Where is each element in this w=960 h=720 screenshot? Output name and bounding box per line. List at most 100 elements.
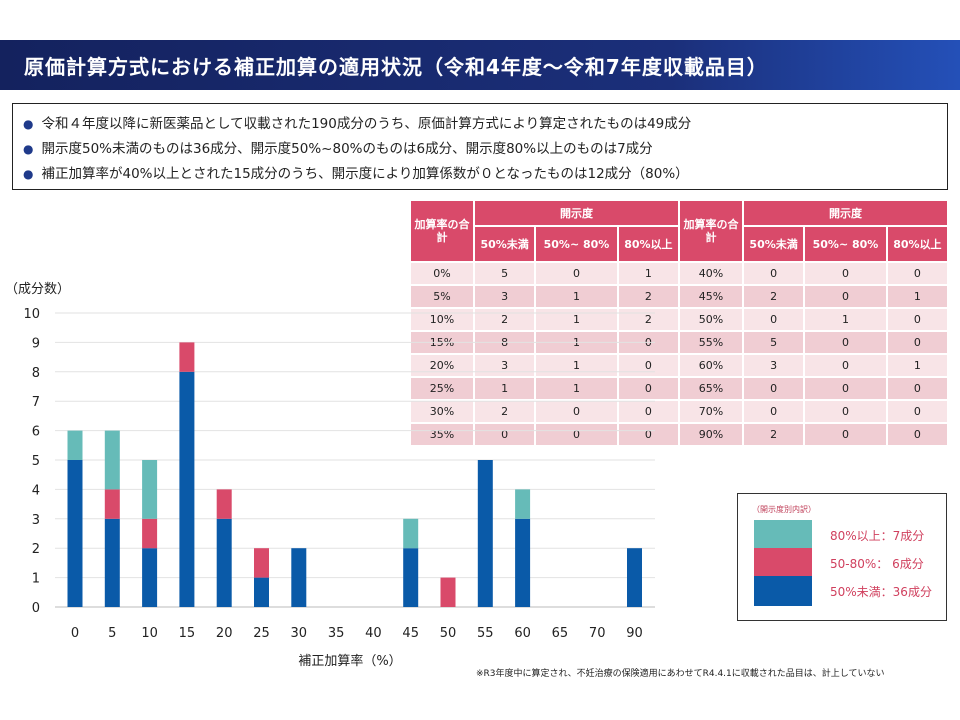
disclosure-header: 開示度 — [475, 201, 678, 225]
x-tick-label: 25 — [253, 626, 270, 641]
bar-segment-mid — [179, 342, 195, 372]
x-tick-label: 50 — [440, 626, 457, 641]
table-row: 35% 0 0 0 90% 2 0 0 — [411, 424, 947, 445]
table-row: 0% 5 0 1 40% 0 0 0 — [411, 263, 947, 284]
summary-box: ● 令和４年度以降に新医薬品として収載された190成分のうち、原価計算方式により算… — [12, 103, 948, 190]
bullet-icon: ● — [23, 142, 34, 156]
y-tick-label: 7 — [32, 395, 40, 410]
bar-segment-high — [515, 489, 531, 519]
bar-segment-low — [142, 548, 158, 607]
summary-item: ● 補正加算率が40%以上とされた15成分のうち、開示度により加算係数が０となった… — [23, 162, 937, 187]
legend: （開示度別内訳） 80%以上：7成分 50-80%： 6成分 50%未満：36成… — [737, 493, 947, 621]
legend-title: （開示度別内訳） — [752, 505, 816, 514]
count-cell: 2 — [743, 286, 804, 307]
y-tick-label: 5 — [32, 454, 40, 469]
rate-cell: 55% — [679, 332, 742, 353]
count-cell: 0 — [475, 424, 535, 445]
bar-segment-high — [67, 430, 83, 460]
count-cell: 0 — [887, 401, 947, 422]
summary-item: ● 開示度50%未満のものは36成分、開示度50%~80%のものは6成分、開示度8… — [23, 137, 937, 162]
subheader: 50%未満 — [475, 227, 535, 261]
rate-cell: 30% — [411, 401, 473, 422]
legend-swatch-high — [754, 520, 812, 548]
bar-segment-high — [104, 430, 120, 490]
count-cell: 0 — [887, 378, 947, 399]
count-cell: 1 — [887, 286, 947, 307]
x-tick-label: 20 — [216, 626, 233, 641]
count-cell: 2 — [618, 309, 678, 330]
x-axis-label: 補正加算率（%） — [298, 653, 401, 669]
rate-cell: 10% — [411, 309, 473, 330]
count-cell: 0 — [887, 263, 947, 284]
count-cell: 0 — [743, 263, 804, 284]
x-tick-label: 55 — [477, 626, 494, 641]
bar-segment-mid — [254, 548, 269, 578]
x-tick-label: 40 — [365, 626, 382, 641]
rate-cell: 65% — [679, 378, 742, 399]
count-cell: 0 — [743, 378, 804, 399]
rate-header: 加算率の合計 — [411, 201, 473, 261]
y-tick-label: 0 — [32, 601, 40, 616]
legend-label-mid: 50-80%： 6成分 — [830, 557, 924, 571]
bar-segment-low — [104, 518, 120, 607]
count-cell: 1 — [536, 286, 617, 307]
bar-segment-low — [627, 548, 642, 607]
y-tick-label: 2 — [32, 542, 40, 557]
count-cell: 2 — [743, 424, 804, 445]
rate-cell: 20% — [411, 355, 473, 376]
breakdown-table: 加算率の合計 開示度 加算率の合計 開示度 50%未満 50%~ 80% 80%… — [409, 199, 949, 447]
table-row: 20% 3 1 0 60% 3 0 1 — [411, 355, 947, 376]
count-cell: 1 — [536, 355, 617, 376]
bar-segment-high — [142, 460, 158, 519]
count-cell: 0 — [536, 424, 617, 445]
count-cell: 1 — [536, 309, 617, 330]
rate-cell: 40% — [679, 263, 742, 284]
y-tick-label: 8 — [32, 366, 40, 381]
y-tick-label: 9 — [32, 336, 40, 351]
subheader: 50%~ 80% — [536, 227, 617, 261]
summary-item: ● 令和４年度以降に新医薬品として収載された190成分のうち、原価計算方式により算… — [23, 112, 937, 137]
rate-cell: 70% — [679, 401, 742, 422]
bar-segment-low — [216, 518, 232, 607]
summary-text: 補正加算率が40%以上とされた15成分のうち、開示度により加算係数が０となったも… — [41, 166, 689, 182]
rate-cell: 35% — [411, 424, 473, 445]
title-banner: 原価計算方式における補正加算の適用状況（令和4年度～令和7年度収載品目） — [0, 40, 960, 90]
rate-cell: 25% — [411, 378, 473, 399]
count-cell: 0 — [805, 401, 886, 422]
x-tick-label: 15 — [179, 626, 196, 641]
count-cell: 0 — [618, 424, 678, 445]
summary-text: 開示度50%未満のものは36成分、開示度50%~80%のものは6成分、開示度80… — [41, 141, 653, 157]
x-tick-label: 30 — [291, 626, 308, 641]
bar-segment-low — [515, 518, 531, 607]
footnote: ※R3年度中に算定され、不妊治療の保険適用にあわせてR4.4.1に収載された品目… — [476, 669, 885, 679]
y-tick-label: 1 — [32, 572, 40, 587]
count-cell: 1 — [805, 309, 886, 330]
table-row: 30% 2 0 0 70% 0 0 0 — [411, 401, 947, 422]
count-cell: 0 — [887, 309, 947, 330]
count-cell: 3 — [743, 355, 804, 376]
count-cell: 1 — [536, 378, 617, 399]
bar-segment-low — [67, 460, 83, 607]
count-cell: 0 — [743, 309, 804, 330]
count-cell: 0 — [887, 332, 947, 353]
y-tick-label: 10 — [23, 307, 40, 322]
x-tick-label: 70 — [589, 626, 606, 641]
count-cell: 2 — [475, 309, 535, 330]
count-cell: 0 — [805, 286, 886, 307]
table-row: 5% 3 1 2 45% 2 0 1 — [411, 286, 947, 307]
count-cell: 0 — [887, 424, 947, 445]
rate-cell: 90% — [679, 424, 742, 445]
bar-segment-low — [477, 460, 493, 607]
count-cell: 5 — [475, 263, 535, 284]
x-tick-label: 65 — [552, 626, 569, 641]
legend-swatch-mid — [754, 548, 812, 576]
x-tick-label: 45 — [402, 626, 419, 641]
count-cell: 0 — [805, 424, 886, 445]
legend-swatch-low — [754, 576, 812, 606]
subheader: 80%以上 — [618, 227, 678, 261]
summary-text: 令和４年度以降に新医薬品として収載された190成分のうち、原価計算方式により算定… — [41, 116, 692, 132]
y-tick-label: 3 — [32, 513, 40, 528]
rate-cell: 45% — [679, 286, 742, 307]
count-cell: 1 — [618, 263, 678, 284]
